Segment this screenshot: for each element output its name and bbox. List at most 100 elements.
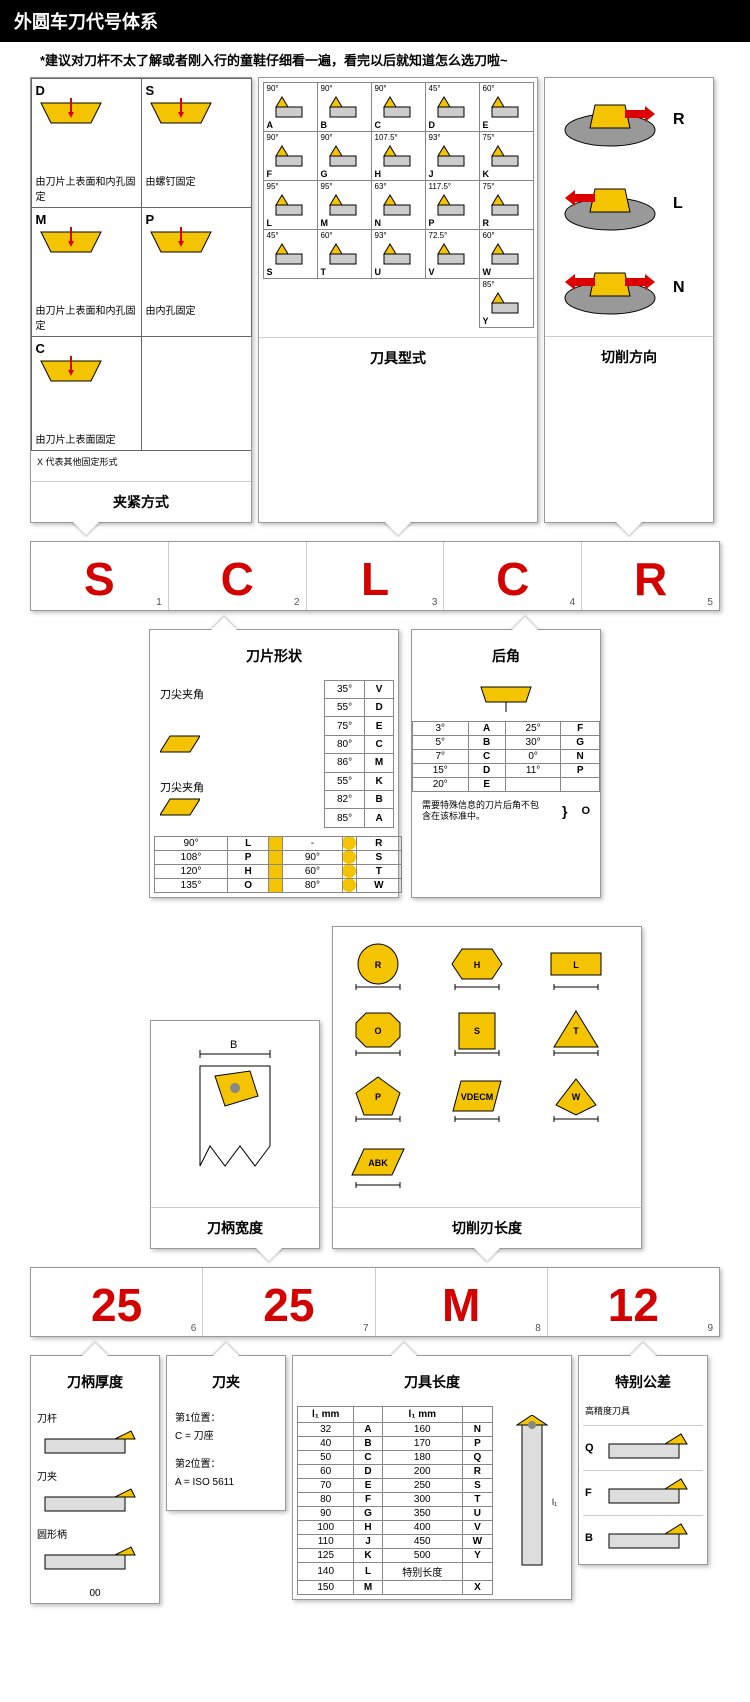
panel-edgelength: R H L O S T P VDECM W ABK 切削刃长度: [332, 926, 642, 1249]
svg-text:P: P: [375, 1092, 381, 1102]
panel-tooltype: 90°A90°B90°C45°D60°E90°F90°G107.5°H93°J7…: [258, 77, 538, 523]
edge-shape-VDECM: VDECM: [440, 1067, 533, 1127]
clearance-extra: O: [575, 805, 596, 817]
svg-text:O: O: [374, 1026, 381, 1036]
clamp-item-D: D 由刀片上表面和内孔固定: [31, 78, 142, 208]
tooltype-cell: 75°K: [479, 131, 534, 181]
tooltype-cell: 45°S: [263, 229, 318, 279]
tooltype-cell: [317, 278, 372, 328]
code-cell-2: C2: [169, 542, 307, 610]
svg-text:ABK: ABK: [368, 1158, 388, 1168]
tooltype-cell: 117.5°P: [425, 180, 480, 230]
panel-insertshape-title: 刀片形状: [150, 636, 398, 676]
edge-shape-ABK: ABK: [341, 1133, 434, 1193]
svg-text:W: W: [572, 1092, 581, 1102]
panel-direction-title: 切削方向: [545, 336, 713, 377]
direction-R: R: [545, 78, 713, 162]
tooltype-cell: 90°G: [317, 131, 372, 181]
svg-text:VDECM: VDECM: [461, 1092, 494, 1102]
panel-shankwidth-title: 刀柄宽度: [151, 1207, 319, 1248]
shankheight-item: 刀杆: [35, 1406, 155, 1464]
tooltype-cell: 107.5°H: [371, 131, 426, 181]
edge-shape-H: H: [440, 935, 533, 995]
clearance-note: 需要特殊信息的刀片后角不包含在该标准中。: [416, 796, 554, 827]
tooltype-cell: 93°J: [425, 131, 480, 181]
panel-shankwidth: B 刀柄宽度: [150, 1020, 320, 1249]
code-strip-1: S1C2L3C4R5: [30, 541, 720, 611]
tooltype-cell: 90°A: [263, 82, 318, 132]
subtitle: *建议对刀杆不太了解或者刚入行的童鞋仔细看一遍，看完以后就知道怎么选刀啦~: [0, 42, 750, 77]
tooltype-cell: 45°D: [425, 82, 480, 132]
tooltype-cell: [371, 278, 426, 328]
panel-tolerance-title: 特别公差: [579, 1362, 707, 1402]
tooltype-cell: 85°Y: [479, 278, 534, 328]
tooltype-cell: 95°M: [317, 180, 372, 230]
code-cell-6: 256: [31, 1268, 203, 1336]
panel-edgelength-title: 切削刃长度: [333, 1207, 641, 1248]
tooltype-cell: 75°R: [479, 180, 534, 230]
tip-angle-label-1: 刀尖夹角: [160, 686, 318, 702]
tolerance-Q: Q: [583, 1425, 703, 1470]
svg-text:l₁: l₁: [552, 1497, 557, 1507]
code-cell-3: L3: [307, 542, 445, 610]
clamp-item-S: S 由螺钉固定: [141, 78, 252, 208]
clamp-item-M: M 由刀片上表面和内孔固定: [31, 207, 142, 337]
edge-shape-W: W: [540, 1067, 633, 1127]
direction-L: L: [545, 162, 713, 246]
code-cell-4: C4: [444, 542, 582, 610]
clamp-footer: X 代表其他固定形式: [31, 450, 251, 475]
shankheight-item: 圆形柄: [35, 1522, 155, 1580]
edge-shape-S: S: [440, 1001, 533, 1061]
panel-tooltype-title: 刀具型式: [259, 337, 537, 378]
tooltype-cell: 60°W: [479, 229, 534, 279]
edge-shape-O: O: [341, 1001, 434, 1061]
tolerance-label: 高精度刀具: [579, 1402, 707, 1422]
code-cell-9: 129: [548, 1268, 719, 1336]
panel-toollength: 刀具长度 l₁ mml₁ mm32A160N40B170P50C180Q60D2…: [292, 1355, 572, 1600]
shankheight-foot: 00: [31, 1584, 159, 1603]
tooltype-cell: 93°U: [371, 229, 426, 279]
panel-toollength-title: 刀具长度: [293, 1362, 571, 1402]
panel-insertshape: 刀片形状 刀尖夹角 刀尖夹角 35°V55°D75°E80°C86°M55°K8…: [149, 629, 399, 898]
clamp-item-C: C 由刀片上表面固定: [31, 336, 142, 451]
tooltype-cell: 95°L: [263, 180, 318, 230]
tolerance-F: F: [583, 1470, 703, 1515]
panel-clearance: 后角 3°A25°F5°B30°G7°C0°N15°D11°P20°E 需要特殊…: [411, 629, 601, 898]
code-strip-2: 256257M8129: [30, 1267, 720, 1337]
tooltype-cell: 90°B: [317, 82, 372, 132]
svg-text:R: R: [374, 960, 381, 970]
tooltype-cell: 72.5°V: [425, 229, 480, 279]
edge-shape-R: R: [341, 935, 434, 995]
svg-text:S: S: [474, 1026, 480, 1036]
direction-N: N: [545, 246, 713, 330]
code-cell-7: 257: [203, 1268, 375, 1336]
tip-angle-label-2: 刀尖夹角: [160, 779, 318, 795]
edge-shape-P: P: [341, 1067, 434, 1127]
svg-text:H: H: [474, 960, 481, 970]
edge-shape-L: L: [540, 935, 633, 995]
tooltype-cell: 60°T: [317, 229, 372, 279]
panel-shankheight-title: 刀柄厚度: [31, 1362, 159, 1402]
code-cell-1: S1: [31, 542, 169, 610]
tooltype-cell: [425, 278, 480, 328]
svg-text:B: B: [230, 1039, 237, 1051]
code-cell-5: R5: [582, 542, 719, 610]
tooltype-cell: 90°C: [371, 82, 426, 132]
panel-direction: RLN 切削方向: [544, 77, 714, 523]
panel-holder: 刀夹 第1位置：C = 刀座第2位置：A = ISO 5611: [166, 1355, 286, 1511]
panel-shankheight: 刀柄厚度 刀杆刀夹圆形柄 00: [30, 1355, 160, 1604]
panel-clearance-title: 后角: [412, 636, 600, 676]
edge-shape-T: T: [540, 1001, 633, 1061]
page-title: 外圆车刀代号体系: [0, 0, 750, 42]
panel-clamp: D 由刀片上表面和内孔固定S 由螺钉固定M 由刀片上表面和内孔固定P 由内孔固定…: [30, 77, 252, 523]
panel-clamp-title: 夹紧方式: [31, 481, 251, 522]
tooltype-cell: [263, 278, 318, 328]
tooltype-cell: 60°E: [479, 82, 534, 132]
svg-text:L: L: [574, 960, 580, 970]
clamp-item-P: P 由内孔固定: [141, 207, 252, 337]
code-cell-8: M8: [376, 1268, 548, 1336]
panel-tolerance: 特别公差 高精度刀具 QFB: [578, 1355, 708, 1566]
panel-holder-title: 刀夹: [167, 1362, 285, 1402]
tolerance-B: B: [583, 1515, 703, 1560]
svg-text:T: T: [574, 1026, 580, 1036]
